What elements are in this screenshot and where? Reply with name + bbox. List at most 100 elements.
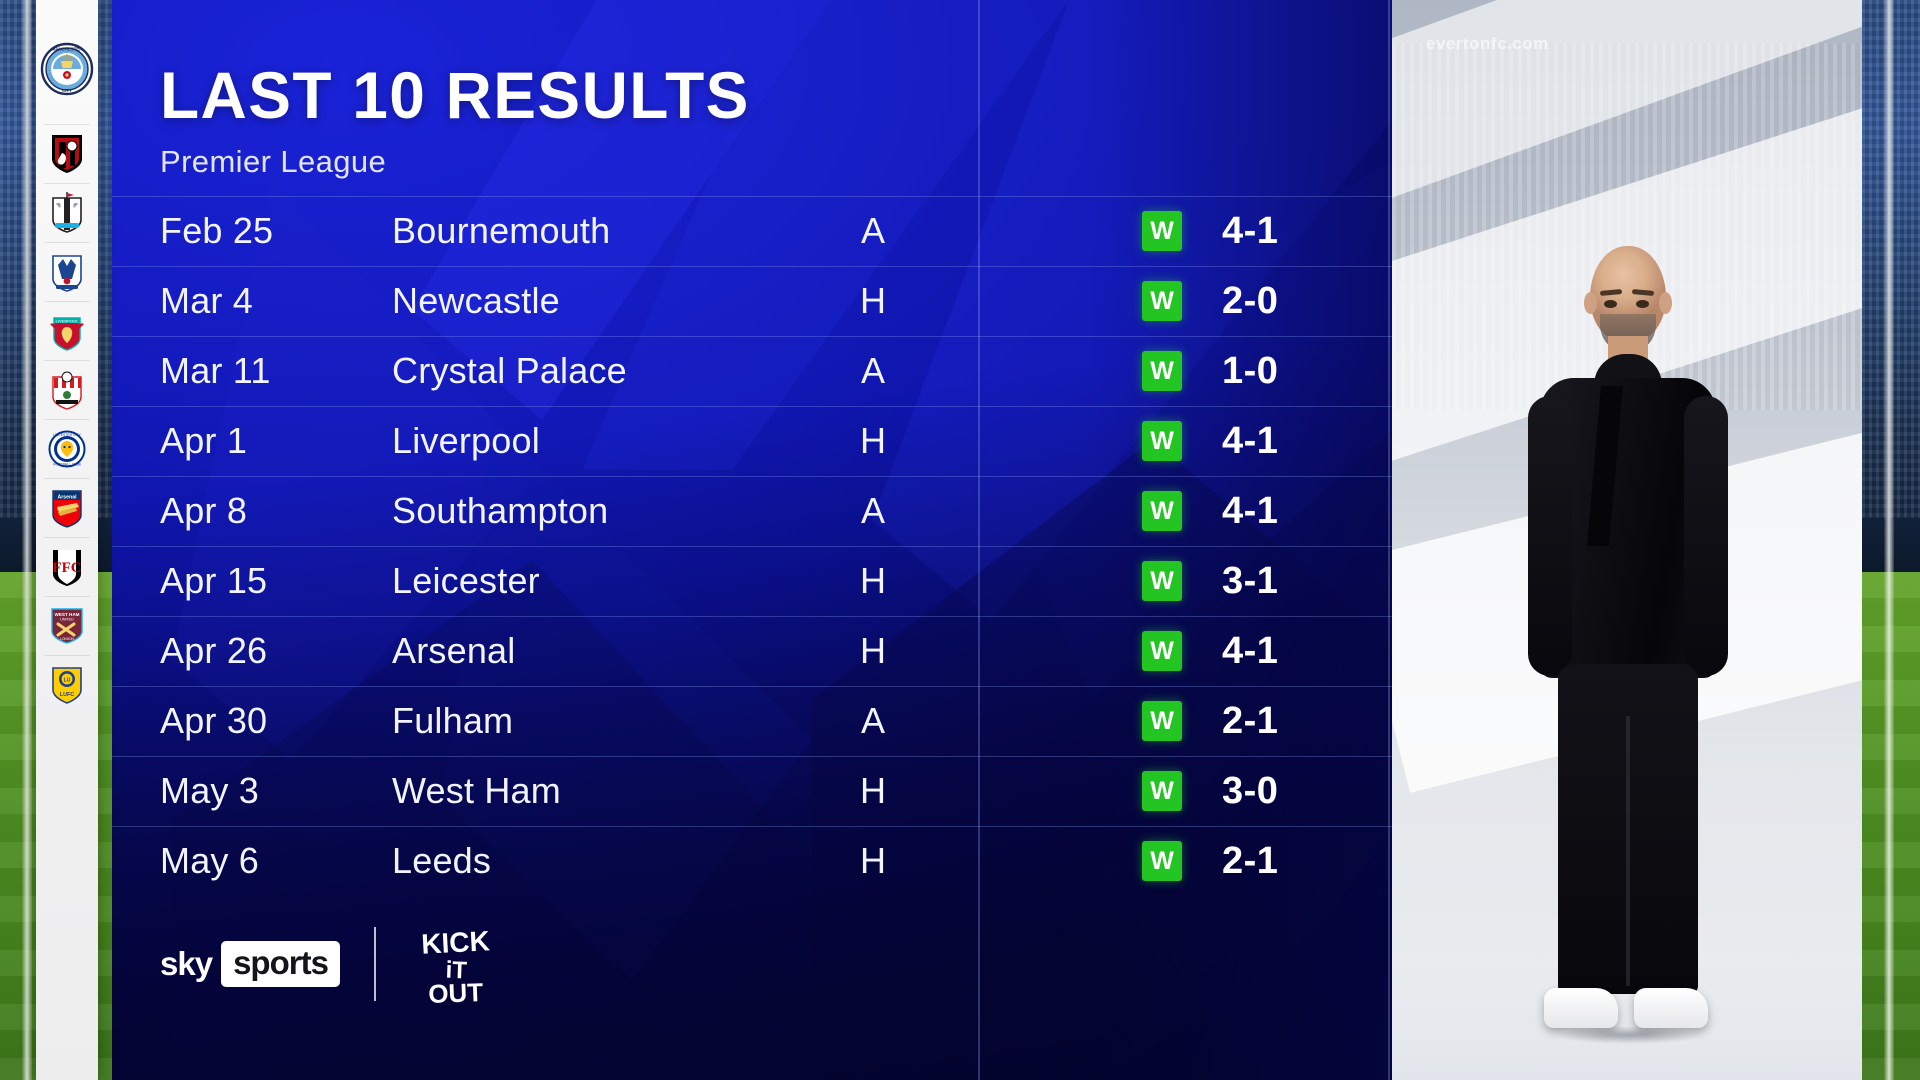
column-divider-left bbox=[978, 0, 980, 1080]
svg-text:LU: LU bbox=[64, 677, 71, 683]
result-opponent: Bournemouth bbox=[392, 210, 611, 251]
crest-slot-bournemouth bbox=[36, 125, 98, 183]
result-badge: W bbox=[1142, 631, 1182, 671]
result-opponent: Liverpool bbox=[392, 420, 540, 461]
result-badge-cell: W bbox=[1142, 686, 1182, 756]
row-rule bbox=[112, 546, 1392, 547]
sports-wordmark: sports bbox=[221, 941, 340, 987]
result-opponent: Leeds bbox=[392, 840, 492, 881]
result-date: Mar 4 bbox=[160, 280, 254, 321]
result-opponent: Leicester bbox=[392, 560, 540, 601]
result-opponent: Crystal Palace bbox=[392, 350, 627, 391]
crest-separator bbox=[44, 301, 90, 302]
svg-text:FFC: FFC bbox=[52, 560, 81, 576]
crest-separator bbox=[44, 360, 90, 361]
result-venue: H bbox=[860, 280, 886, 321]
figure-shoe-left bbox=[1544, 988, 1618, 1028]
result-score: 3-1 bbox=[1222, 559, 1279, 602]
result-score: 4-1 bbox=[1222, 629, 1279, 672]
kick-it-out-icon: KICK iT OUT bbox=[420, 925, 490, 1009]
newcastle-crest-icon bbox=[52, 192, 82, 233]
table-row: Apr 8 Southampton A W 4-1 bbox=[112, 476, 1392, 546]
leicester-crest-icon: LEICESTER CITY FOOTBALL CLUB bbox=[48, 430, 86, 468]
fulham-crest-icon: FFC bbox=[52, 550, 82, 586]
figure-eye-left bbox=[1604, 300, 1617, 308]
table-row: May 3 West Ham H W 3-0 bbox=[112, 756, 1392, 826]
bournemouth-crest-icon bbox=[52, 135, 82, 173]
result-opponent: Fulham bbox=[392, 700, 514, 741]
result-venue: H bbox=[860, 420, 886, 461]
crest-slot-crystal-palace bbox=[36, 243, 98, 301]
result-badge: W bbox=[1142, 281, 1182, 321]
result-badge-cell: W bbox=[1142, 826, 1182, 896]
svg-text:MANCHESTER: MANCHESTER bbox=[52, 47, 84, 52]
svg-text:Arsenal: Arsenal bbox=[57, 494, 77, 500]
result-badge-cell: W bbox=[1142, 266, 1182, 336]
result-badge: W bbox=[1142, 701, 1182, 741]
result-score: 3-0 bbox=[1222, 769, 1279, 812]
table-row: Apr 30 Fulham A W 2-1 bbox=[112, 686, 1392, 756]
page-title: LAST 10 RESULTS bbox=[160, 58, 750, 132]
arsenal-crest-icon: Arsenal bbox=[52, 490, 82, 528]
stadium-post-left bbox=[22, 0, 32, 1080]
result-badge: W bbox=[1142, 211, 1182, 251]
result-date: Apr 1 bbox=[160, 420, 248, 461]
result-badge-cell: W bbox=[1142, 196, 1182, 266]
svg-text:CITY: CITY bbox=[62, 88, 72, 93]
svg-text:UNITED: UNITED bbox=[60, 618, 74, 622]
result-score: 2-0 bbox=[1222, 279, 1279, 322]
footer-logos: sky sports KICK iT OUT bbox=[160, 918, 502, 1010]
result-venue: H bbox=[860, 840, 886, 881]
competition-label: Premier League bbox=[160, 144, 387, 179]
liverpool-crest-icon: LIVERPOOL bbox=[50, 317, 84, 351]
row-rule bbox=[112, 336, 1392, 337]
figure-eye-right bbox=[1636, 300, 1649, 308]
result-opponent: Arsenal bbox=[392, 630, 516, 671]
sky-wordmark: sky bbox=[160, 945, 213, 982]
result-date: Apr 15 bbox=[160, 560, 268, 601]
crest-rail: MANCHESTER CITY bbox=[36, 0, 98, 1080]
svg-text:KICK: KICK bbox=[420, 925, 490, 960]
row-rule bbox=[112, 686, 1392, 687]
results-table: Feb 25 Bournemouth A W 4-1 Mar 4 Newcastle H W 2-… bbox=[112, 196, 1392, 896]
logo-divider bbox=[373, 927, 376, 1001]
west-ham-crest-icon: WEST HAM UNITED LONDON bbox=[51, 608, 83, 644]
manager-photo-panel: evertonfc.com bbox=[1392, 0, 1862, 1080]
crest-slot-primary: MANCHESTER CITY bbox=[36, 14, 98, 124]
result-badge: W bbox=[1142, 771, 1182, 811]
stadium-watermark: evertonfc.com bbox=[1426, 34, 1549, 53]
result-date: Apr 30 bbox=[160, 700, 268, 741]
result-venue: H bbox=[860, 560, 886, 601]
result-badge: W bbox=[1142, 561, 1182, 601]
result-score: 2-1 bbox=[1222, 839, 1279, 882]
row-rule bbox=[112, 406, 1392, 407]
result-score: 2-1 bbox=[1222, 699, 1279, 742]
table-row: Mar 11 Crystal Palace A W 1-0 bbox=[112, 336, 1392, 406]
result-badge-cell: W bbox=[1142, 476, 1182, 546]
figure-arm-right bbox=[1684, 396, 1728, 676]
crest-separator bbox=[44, 537, 90, 538]
results-panel bbox=[112, 0, 1392, 1080]
result-venue: H bbox=[860, 630, 886, 671]
result-date: Mar 11 bbox=[160, 350, 271, 391]
crest-separator bbox=[44, 478, 90, 479]
crest-separator bbox=[44, 183, 90, 184]
result-badge: W bbox=[1142, 491, 1182, 531]
svg-text:LONDON: LONDON bbox=[60, 637, 74, 641]
column-divider-right bbox=[1388, 0, 1390, 1080]
result-opponent: Southampton bbox=[392, 490, 609, 531]
result-date: May 3 bbox=[160, 770, 260, 811]
panel-header: LAST 10 RESULTS Premier League bbox=[160, 62, 768, 180]
crest-separator bbox=[44, 242, 90, 243]
leeds-crest-icon: LU LUFC bbox=[52, 667, 82, 704]
result-badge: W bbox=[1142, 421, 1182, 461]
figure-ear-left bbox=[1584, 292, 1597, 314]
result-venue: A bbox=[860, 350, 885, 391]
result-opponent: Newcastle bbox=[392, 280, 560, 321]
figure-shoe-right bbox=[1634, 988, 1708, 1028]
crest-slot-leicester: LEICESTER CITY FOOTBALL CLUB bbox=[36, 420, 98, 478]
table-row: Mar 4 Newcastle H W 2-0 bbox=[112, 266, 1392, 336]
result-badge-cell: W bbox=[1142, 336, 1182, 406]
figure-leg-split bbox=[1626, 716, 1630, 986]
